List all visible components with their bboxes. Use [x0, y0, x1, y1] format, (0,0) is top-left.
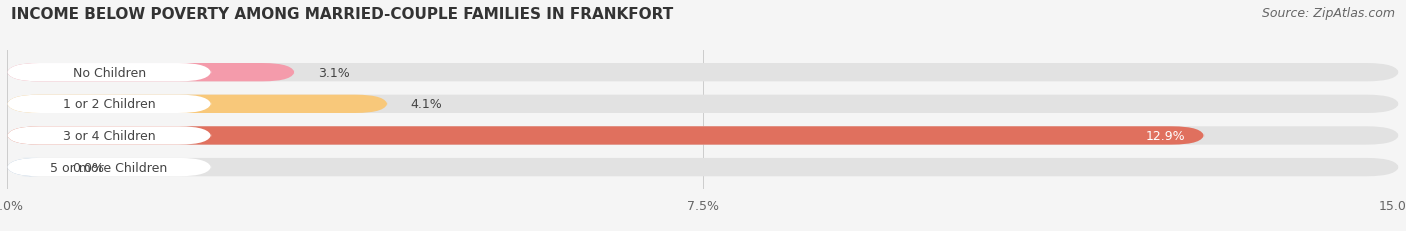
FancyBboxPatch shape [7, 158, 211, 176]
Text: 3 or 4 Children: 3 or 4 Children [63, 129, 156, 142]
FancyBboxPatch shape [7, 127, 1399, 145]
Text: 12.9%: 12.9% [1146, 129, 1185, 142]
FancyBboxPatch shape [7, 95, 1399, 113]
Text: 4.1%: 4.1% [411, 98, 443, 111]
Text: INCOME BELOW POVERTY AMONG MARRIED-COUPLE FAMILIES IN FRANKFORT: INCOME BELOW POVERTY AMONG MARRIED-COUPL… [11, 7, 673, 22]
FancyBboxPatch shape [7, 127, 211, 145]
FancyBboxPatch shape [7, 64, 211, 82]
FancyBboxPatch shape [7, 158, 53, 176]
Text: 5 or more Children: 5 or more Children [51, 161, 167, 174]
Text: 0.0%: 0.0% [72, 161, 104, 174]
FancyBboxPatch shape [7, 95, 211, 113]
Text: 3.1%: 3.1% [318, 66, 350, 79]
Text: No Children: No Children [73, 66, 146, 79]
FancyBboxPatch shape [7, 64, 295, 82]
FancyBboxPatch shape [7, 64, 1399, 82]
FancyBboxPatch shape [7, 95, 388, 113]
Text: Source: ZipAtlas.com: Source: ZipAtlas.com [1261, 7, 1395, 20]
FancyBboxPatch shape [7, 127, 1204, 145]
FancyBboxPatch shape [7, 158, 1399, 176]
Text: 1 or 2 Children: 1 or 2 Children [63, 98, 156, 111]
